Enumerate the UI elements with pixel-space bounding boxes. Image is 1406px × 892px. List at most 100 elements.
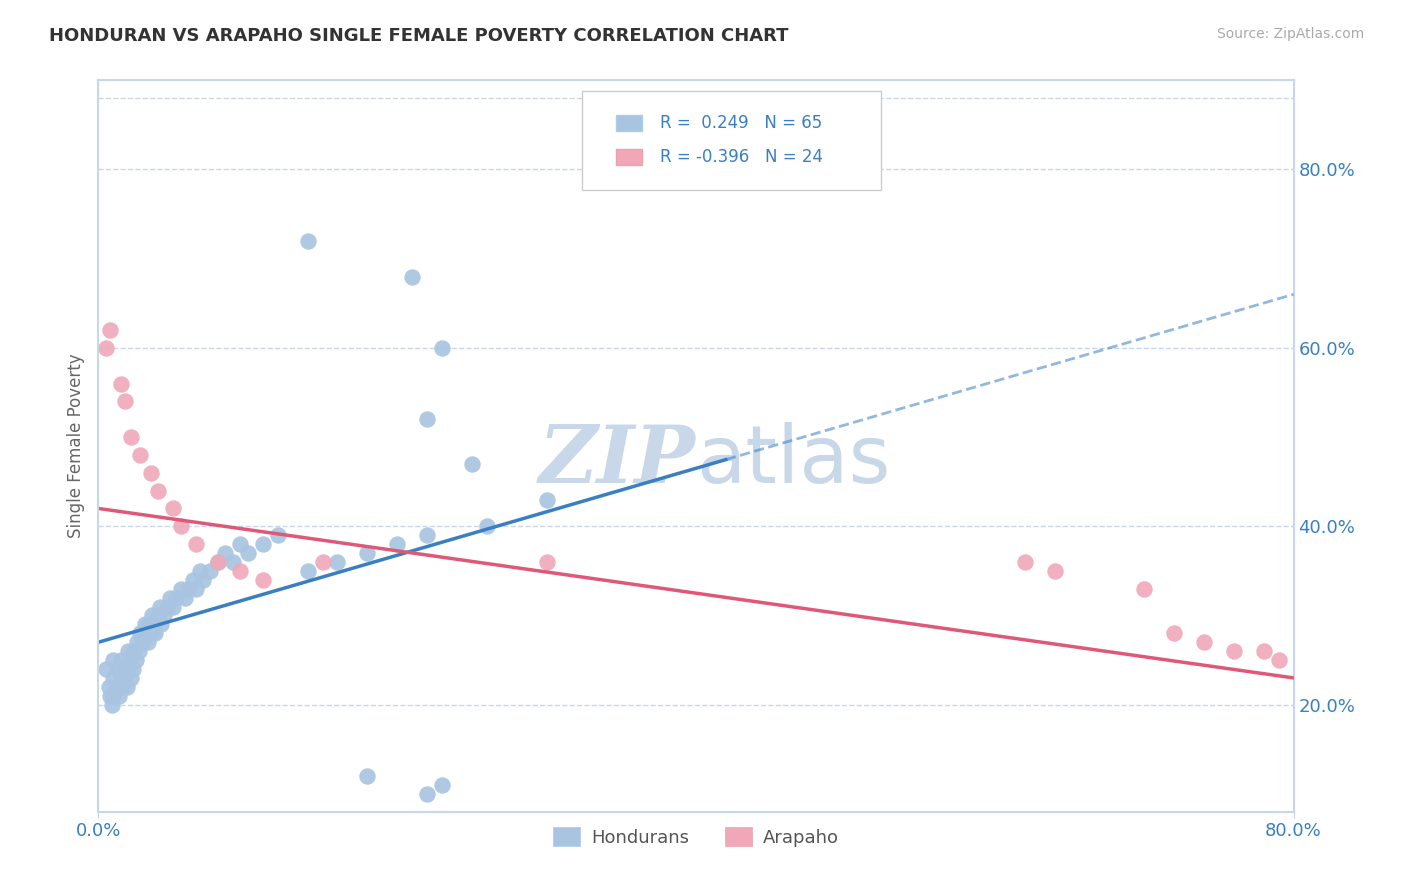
Point (430, 341, 453, 355)
Point (94, 341, 117, 355)
Point (1133, 582, 1156, 596)
Point (229, 537, 252, 551)
Y-axis label: Single Female Poverty: Single Female Poverty (66, 354, 84, 538)
Point (169, 582, 191, 596)
Point (416, 787, 439, 801)
Point (129, 448, 152, 462)
Point (311, 555, 333, 569)
Text: Source: ZipAtlas.com: Source: ZipAtlas.com (1216, 27, 1364, 41)
Point (150, 617, 173, 632)
Point (184, 537, 207, 551)
Point (297, 234, 319, 248)
Point (416, 412, 439, 426)
Point (222, 555, 245, 569)
Point (148, 608, 170, 623)
Point (169, 519, 191, 533)
Point (191, 573, 214, 587)
Point (134, 617, 156, 632)
Point (153, 608, 176, 623)
Point (110, 376, 132, 391)
Point (135, 626, 157, 640)
Point (385, 537, 409, 551)
Point (156, 599, 179, 614)
Point (1267, 653, 1289, 667)
Point (159, 591, 181, 605)
Point (108, 689, 131, 703)
Point (111, 680, 134, 694)
Point (475, 519, 498, 533)
Point (165, 591, 187, 605)
Point (1163, 626, 1185, 640)
Point (129, 626, 152, 640)
FancyBboxPatch shape (616, 115, 643, 131)
Point (1253, 644, 1275, 658)
Point (356, 769, 378, 783)
Point (200, 564, 222, 578)
Point (149, 599, 172, 614)
Point (536, 555, 558, 569)
Point (207, 555, 229, 569)
Point (114, 394, 136, 409)
Point (1014, 555, 1036, 569)
Point (252, 573, 274, 587)
Point (181, 573, 204, 587)
Point (162, 501, 184, 516)
Point (326, 555, 349, 569)
Point (139, 626, 162, 640)
Point (110, 653, 132, 667)
Point (229, 564, 252, 578)
Point (117, 662, 139, 676)
Point (132, 635, 155, 649)
Point (536, 492, 558, 507)
Point (120, 430, 142, 444)
Point (97, 680, 120, 694)
Point (98, 689, 122, 703)
Point (356, 546, 378, 560)
Point (124, 644, 146, 658)
Point (103, 689, 125, 703)
Point (128, 644, 150, 658)
Point (416, 528, 439, 542)
Legend: Hondurans, Arapaho: Hondurans, Arapaho (546, 820, 846, 854)
Point (115, 680, 138, 694)
Point (177, 582, 200, 596)
Point (148, 483, 170, 498)
Point (114, 671, 136, 685)
Point (207, 555, 229, 569)
Point (105, 680, 128, 694)
FancyBboxPatch shape (582, 91, 882, 190)
Point (141, 608, 163, 623)
Point (162, 599, 184, 614)
Text: HONDURAN VS ARAPAHO SINGLE FEMALE POVERTY CORRELATION CHART: HONDURAN VS ARAPAHO SINGLE FEMALE POVERT… (49, 27, 789, 45)
Point (267, 528, 290, 542)
Point (139, 466, 162, 480)
Point (252, 537, 274, 551)
Point (110, 671, 132, 685)
Point (143, 626, 166, 640)
Text: ZIP: ZIP (538, 422, 696, 500)
Point (117, 644, 139, 658)
Point (236, 546, 259, 560)
Point (461, 457, 484, 471)
Point (430, 778, 453, 792)
Point (112, 662, 135, 676)
Point (1223, 644, 1246, 658)
Text: R = -0.396   N = 24: R = -0.396 N = 24 (661, 148, 823, 166)
Point (125, 653, 148, 667)
Point (118, 653, 141, 667)
Point (136, 635, 159, 649)
Point (184, 582, 207, 596)
Point (401, 269, 423, 284)
Point (103, 653, 125, 667)
Point (297, 564, 319, 578)
Point (94, 662, 117, 676)
Point (98, 323, 122, 337)
Point (214, 546, 236, 560)
Point (142, 617, 165, 632)
Point (1192, 635, 1215, 649)
Text: atlas: atlas (696, 422, 890, 500)
Point (101, 698, 124, 712)
Point (121, 662, 143, 676)
Point (188, 564, 211, 578)
Text: R =  0.249   N = 65: R = 0.249 N = 65 (661, 113, 823, 132)
